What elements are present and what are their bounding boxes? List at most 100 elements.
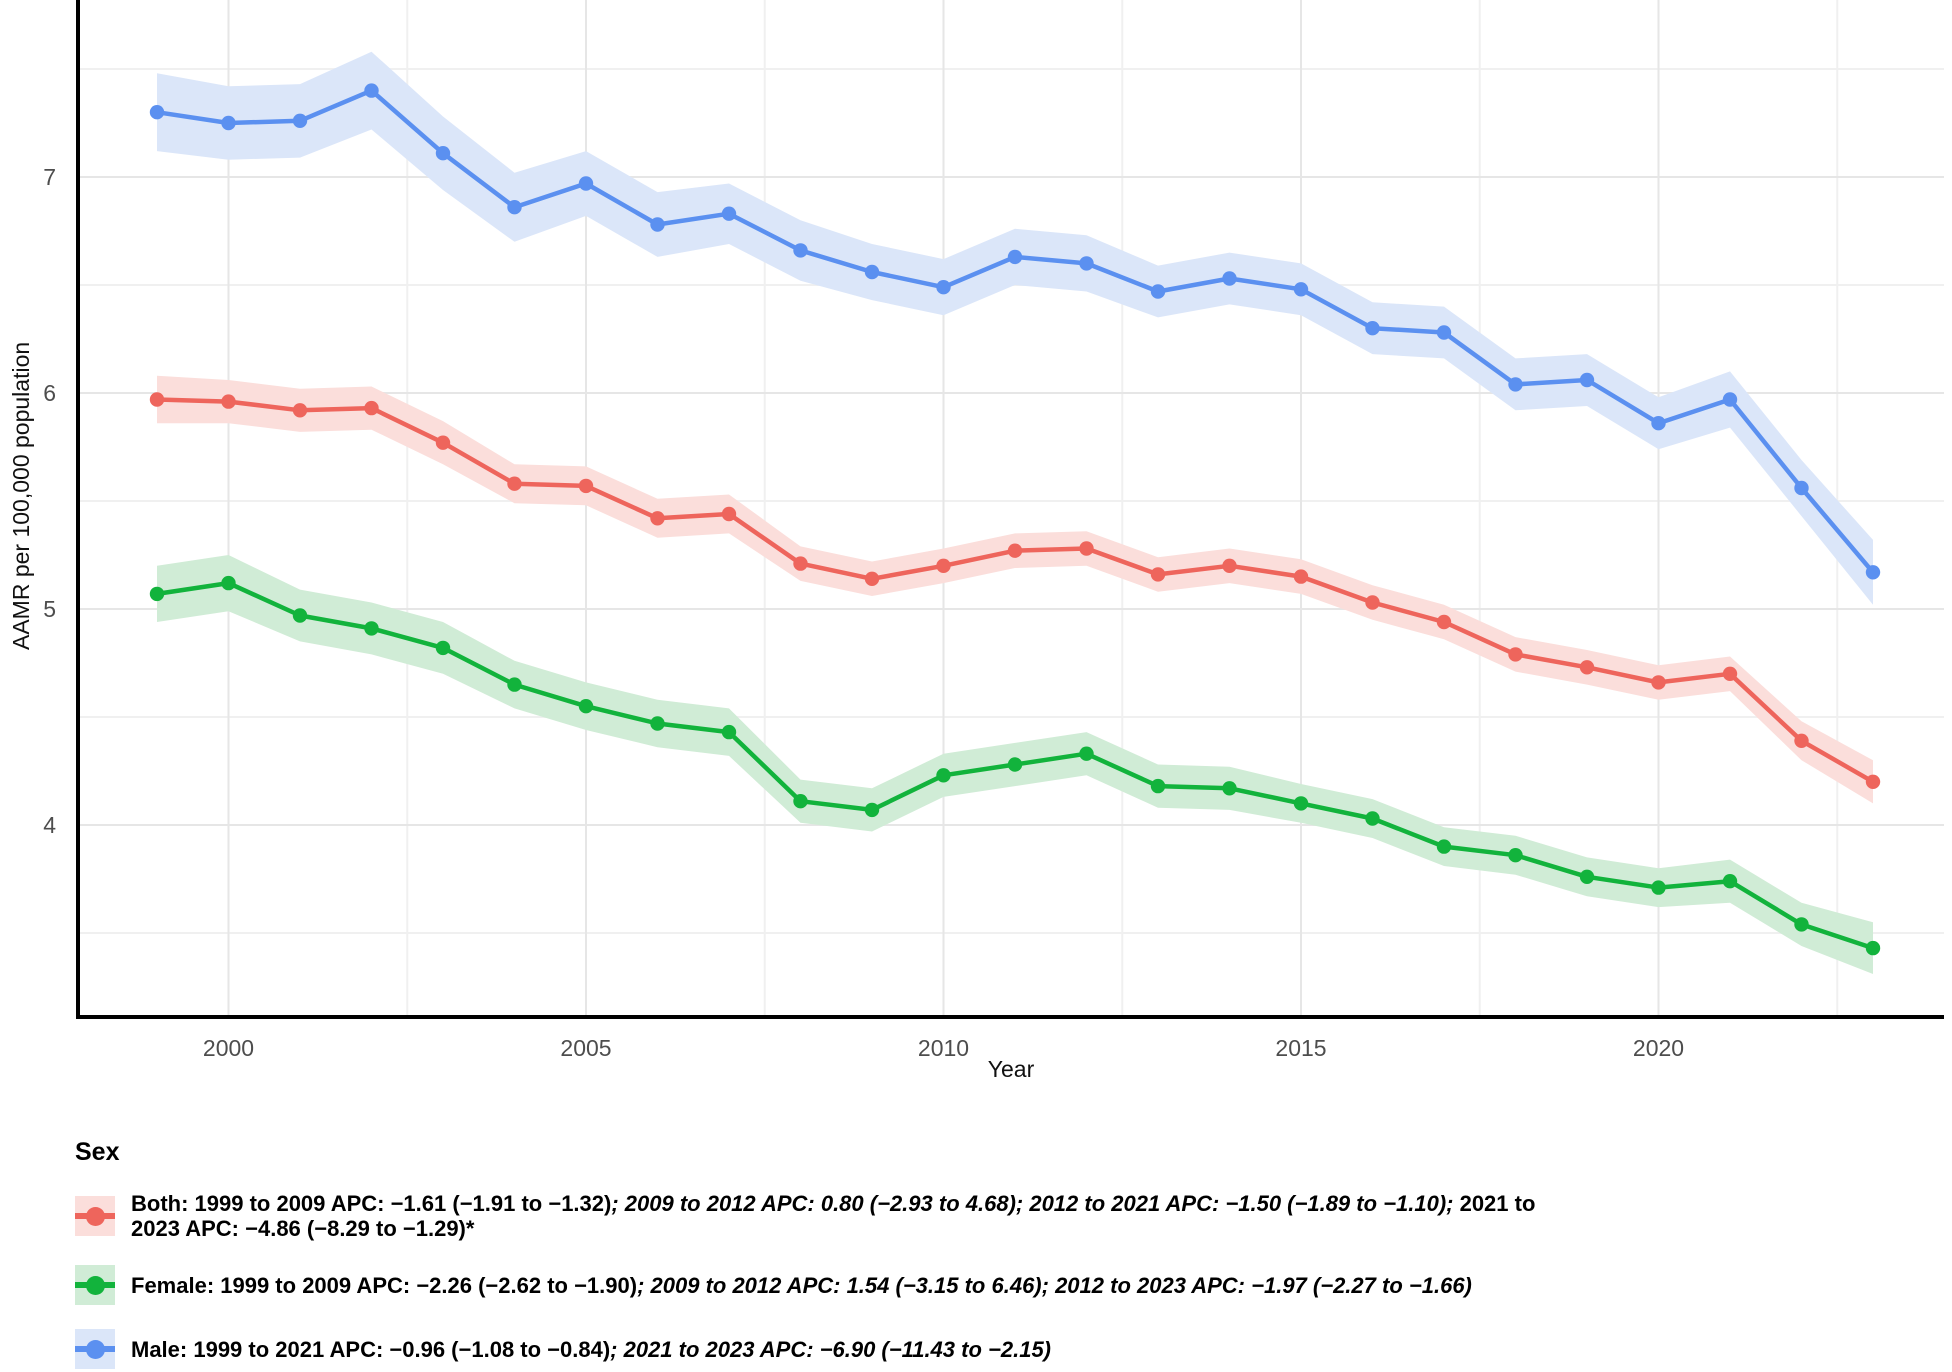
data-point-male — [1150, 284, 1166, 299]
data-point-both — [650, 511, 665, 526]
x-axis-title: Year — [987, 1056, 1035, 1082]
legend-text-segment: ; 2009 to 2012 APC: 1.54 (−3.15 to 6.46)… — [637, 1272, 1472, 1298]
data-point-both — [936, 558, 951, 573]
data-point-female — [1651, 880, 1666, 895]
data-point-both — [292, 403, 308, 418]
y-tick-label: 5 — [43, 596, 56, 622]
data-point-both — [221, 394, 236, 409]
legend-key-dot-icon — [85, 1206, 105, 1226]
data-point-both — [149, 392, 165, 407]
data-point-female — [1508, 848, 1523, 863]
data-point-female — [221, 575, 236, 591]
legend-text-segment: ; 2009 to 2012 APC: 0.80 (−2.93 to 4.68)… — [611, 1191, 1454, 1216]
data-point-female — [507, 677, 522, 692]
y-tick-label: 6 — [43, 380, 56, 406]
data-point-both — [864, 571, 880, 586]
data-point-male — [149, 105, 165, 120]
data-point-both — [1794, 733, 1809, 748]
data-point-male — [1651, 416, 1666, 431]
data-point-female — [721, 724, 737, 740]
data-point-male — [721, 206, 737, 221]
legend-text-segment: Male: 1999 to 2021 APC: −0.96 (−1.08 to … — [131, 1336, 611, 1362]
legend-text-segment: ; 2021 to 2023 APC: −6.90 (−11.43 to −2.… — [610, 1336, 1052, 1362]
data-point-male — [1436, 325, 1452, 340]
data-point-male — [1293, 282, 1309, 297]
data-point-both — [364, 400, 379, 416]
data-point-male — [435, 146, 451, 161]
data-point-female — [1865, 940, 1881, 956]
data-point-female — [793, 794, 808, 809]
data-point-both — [1150, 567, 1166, 582]
data-point-both — [507, 476, 522, 491]
legend-key-female — [75, 1265, 115, 1306]
data-point-male — [650, 217, 665, 232]
legend-label-both: Both: 1999 to 2009 APC: −1.61 (−1.91 to … — [131, 1191, 1535, 1241]
data-point-both — [721, 506, 737, 522]
data-point-male — [292, 113, 308, 128]
data-point-male — [1508, 377, 1523, 392]
data-point-female — [1007, 757, 1023, 772]
legend-text-segment: 2021 to — [1453, 1191, 1536, 1216]
data-point-both — [1865, 774, 1881, 789]
data-point-both — [1508, 647, 1523, 662]
data-point-female — [1579, 869, 1595, 884]
legend-item-both: Both: 1999 to 2009 APC: −1.61 (−1.91 to … — [75, 1191, 1935, 1241]
data-point-both — [435, 435, 451, 450]
data-point-both — [1579, 660, 1595, 675]
data-point-both — [1293, 569, 1309, 584]
y-tick-label: 7 — [43, 164, 56, 190]
data-point-female — [1150, 778, 1166, 794]
data-point-both — [1007, 543, 1023, 558]
series-line-both — [154, 397, 1876, 785]
data-point-female — [936, 768, 951, 783]
x-tick-label: 2010 — [918, 1035, 969, 1061]
data-point-female — [1722, 874, 1738, 889]
data-point-both — [1651, 675, 1666, 690]
legend: Sex Both: 1999 to 2009 APC: −1.61 (−1.91… — [75, 1138, 1935, 1372]
data-point-female — [1222, 781, 1237, 796]
data-point-female — [864, 802, 880, 818]
data-point-male — [1722, 392, 1738, 407]
data-point-male — [1794, 480, 1809, 496]
data-point-both — [1365, 595, 1380, 610]
x-tick-label: 2000 — [203, 1035, 254, 1061]
data-point-female — [1079, 746, 1094, 761]
data-point-male — [1007, 249, 1023, 265]
x-tick-label: 2015 — [1275, 1035, 1326, 1061]
data-point-male — [1865, 565, 1881, 580]
ci-ribbon-male — [157, 51, 1873, 605]
data-point-female — [1293, 796, 1309, 811]
data-point-male — [578, 176, 594, 191]
x-tick-label: 2005 — [560, 1035, 611, 1061]
data-point-male — [1365, 321, 1380, 336]
data-point-male — [864, 264, 880, 280]
legend-text-segment: Female: 1999 to 2009 APC: −2.26 (−2.62 t… — [131, 1272, 638, 1298]
data-point-both — [1079, 541, 1094, 556]
data-point-male — [221, 115, 236, 131]
data-point-male — [364, 83, 379, 98]
data-point-both — [1722, 666, 1738, 681]
ci-ribbon-both — [157, 375, 1873, 804]
data-point-both — [1436, 614, 1452, 630]
legend-label-female: Female: 1999 to 2009 APC: −2.26 (−2.62 t… — [131, 1273, 1472, 1298]
data-point-female — [292, 608, 308, 623]
data-point-female — [364, 621, 379, 636]
legend-item-female: Female: 1999 to 2009 APC: −2.26 (−2.62 t… — [75, 1265, 1935, 1306]
data-point-female — [578, 699, 594, 714]
data-point-male — [507, 200, 522, 215]
legend-key-male — [75, 1329, 115, 1370]
legend-item-male: Male: 1999 to 2021 APC: −0.96 (−1.08 to … — [75, 1329, 1935, 1370]
data-point-female — [149, 586, 165, 602]
data-point-female — [1436, 839, 1452, 854]
data-point-male — [1079, 256, 1094, 271]
legend-key-both — [75, 1196, 115, 1237]
data-point-male — [793, 243, 808, 258]
trend-chart: 7 6 5 4 2000 2005 2010 2015 2020 — [43, 0, 1944, 1061]
legend-key-dot-icon — [85, 1339, 105, 1359]
legend-title: Sex — [75, 1138, 120, 1166]
data-point-both — [1222, 558, 1237, 573]
data-point-both — [793, 556, 808, 571]
legend-text-segment: Both: 1999 to 2009 APC: −1.61 (−1.91 to … — [131, 1191, 612, 1216]
legend-text-segment: 2023 APC: −4.86 (−8.29 to −1.29)* — [131, 1216, 475, 1242]
